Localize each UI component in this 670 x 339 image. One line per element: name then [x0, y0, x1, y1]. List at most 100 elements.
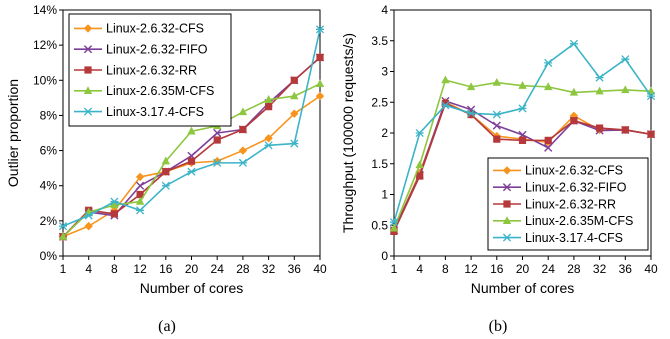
data-point	[518, 104, 527, 113]
x-tick-label: 8	[442, 262, 449, 276]
data-point	[467, 109, 476, 118]
legend-swatch-marker	[83, 45, 93, 54]
legend-label: Linux-2.6.32-RR	[106, 63, 197, 77]
data-point	[110, 197, 119, 206]
legend-item: Linux-2.6.32-CFS	[74, 22, 204, 36]
y-tick-label: 0	[381, 249, 388, 263]
data-point	[646, 92, 656, 101]
y-tick-label: 3	[381, 65, 388, 79]
x-tick-label: 20	[185, 262, 199, 276]
y-tick-label: 0.5	[371, 218, 388, 232]
data-point	[569, 111, 579, 120]
x-tick-label: 12	[464, 262, 478, 276]
data-point	[213, 128, 222, 138]
data-point	[621, 126, 629, 134]
legend-label: Linux-2.6.32-RR	[525, 197, 616, 211]
data-point	[569, 87, 579, 96]
data-point	[84, 221, 93, 231]
data-point	[290, 91, 299, 100]
series-linux-3-17-4-cfs	[58, 25, 325, 231]
legend-label: Linux-2.6.32-CFS	[106, 22, 204, 36]
data-point	[58, 222, 68, 231]
x-tick-label: 16	[490, 262, 504, 276]
x-tick-label: 8	[111, 262, 118, 276]
x-tick-label: 36	[288, 262, 302, 276]
y-tick-label: 2.5	[371, 95, 388, 109]
y-axis-label: Throughput (100000 requests/s)	[340, 33, 356, 233]
data-point	[213, 136, 221, 144]
data-point	[492, 110, 501, 119]
data-point	[415, 160, 424, 169]
data-point	[161, 156, 170, 165]
data-point	[544, 136, 552, 144]
data-point	[415, 128, 424, 138]
data-point	[135, 196, 145, 205]
legend-item: Linux-3.17.4-CFS	[74, 105, 204, 119]
data-point	[213, 158, 222, 167]
legend-label: Linux-3.17.4-CFS	[525, 231, 623, 245]
data-point	[238, 158, 247, 167]
data-point	[315, 91, 325, 101]
legend-swatch-marker	[503, 200, 511, 208]
legend-item: Linux-2.6.32-FIFO	[74, 43, 208, 57]
data-point	[647, 130, 655, 138]
legend-swatch-marker	[83, 86, 93, 94]
data-point	[84, 211, 93, 220]
data-point	[238, 146, 248, 155]
x-tick-label: 40	[313, 262, 327, 276]
data-point	[493, 135, 501, 143]
data-point	[518, 81, 527, 89]
y-tick-label: 14%	[33, 3, 57, 17]
data-point	[544, 58, 553, 67]
subfigure-caption: (b)	[489, 318, 508, 335]
data-point	[518, 136, 527, 144]
data-point	[136, 181, 145, 190]
legend-label: Linux-2.6.32-FIFO	[525, 181, 627, 195]
data-point	[290, 76, 298, 84]
data-point	[239, 125, 247, 134]
series-linux-2-6-35m-cfs	[389, 75, 656, 232]
data-point	[621, 85, 630, 94]
chart-a: 0% 2% 4% 6% 8% 10% 12% 14% 1 4 8 12 16 20 24 28 32 36 40 Nu…	[5, 3, 327, 335]
legend-label: Linux-3.17.4-CFS	[106, 105, 204, 119]
x-tick-label: 1	[60, 262, 67, 276]
data-point	[466, 82, 476, 91]
data-point	[315, 79, 325, 87]
legend-label: Linux-2.6.32-CFS	[525, 164, 623, 178]
data-point	[238, 107, 248, 116]
subfigure-caption: (a)	[158, 318, 176, 335]
y-tick-label: 2	[381, 126, 388, 140]
data-point	[161, 181, 170, 190]
x-tick-label: 1	[391, 262, 398, 276]
y-tick-label: 1	[381, 188, 388, 202]
data-point	[135, 172, 145, 182]
x-tick-label: 4	[416, 262, 423, 276]
data-point	[595, 73, 604, 82]
data-point	[136, 190, 144, 199]
y-tick-label: 1.5	[371, 157, 388, 171]
data-point	[187, 126, 196, 135]
data-point	[136, 206, 145, 215]
data-point	[595, 86, 604, 95]
x-tick-label: 4	[85, 262, 92, 276]
legend-swatch-marker	[502, 166, 512, 175]
legend: Linux-2.6.32-CFS Linux-2.6.32-FIFO Linux-2…	[68, 13, 232, 127]
legend-swatch-marker	[502, 233, 512, 242]
data-point	[441, 99, 449, 108]
y-tick-label: 12%	[33, 38, 57, 52]
x-tick-label: 28	[236, 262, 250, 276]
x-tick-label: 16	[159, 262, 173, 276]
data-point	[110, 200, 119, 209]
legend-item: Linux-2.6.35M-CFS	[74, 84, 214, 98]
data-point	[492, 121, 501, 130]
data-point	[570, 117, 578, 125]
y-tick-label: 10%	[33, 73, 57, 87]
data-point	[441, 101, 450, 110]
legend-item: Linux-2.6.32-RR	[493, 197, 616, 211]
data-point	[389, 218, 399, 227]
data-point	[569, 39, 578, 48]
legend-swatch-marker	[84, 66, 92, 74]
series-linux-2-6-32-rr	[390, 99, 655, 235]
x-tick-label: 40	[644, 262, 658, 276]
